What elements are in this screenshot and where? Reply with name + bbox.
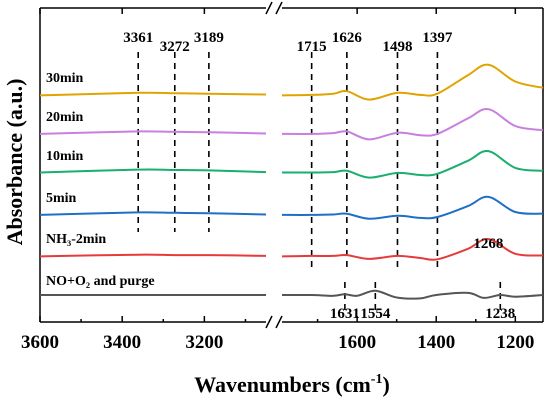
axes	[39, 1, 544, 329]
x-tick-label: 1200	[496, 332, 534, 353]
series-line-left	[39, 211, 267, 216]
peak-label-bottom: 1268	[473, 236, 503, 252]
spectra	[39, 63, 544, 300]
peak-label-bottom: 1238	[485, 306, 515, 322]
y-axis-title: Absorbance (a.u.)	[2, 79, 27, 246]
series-label: NO+O₂ and purge	[46, 274, 155, 289]
peak-label-top: 1397	[422, 30, 453, 46]
peak-label-top: 1498	[382, 39, 412, 55]
peak-label-bottom: 1631	[330, 306, 360, 322]
series-line-left	[39, 130, 267, 135]
peak-label-top: 3272	[160, 39, 190, 55]
peak-label-top: 3361	[123, 30, 153, 46]
peak-dashes	[137, 52, 502, 310]
series-label: 10min	[46, 149, 84, 164]
series-line-right	[281, 150, 544, 179]
peak-label-top: 3189	[194, 30, 224, 46]
series-label: 5min	[46, 191, 77, 206]
series-label: 20min	[46, 110, 84, 125]
axis-break-mark	[265, 1, 273, 15]
x-tick-label: 3600	[21, 332, 59, 353]
series-label: NH₃-2min	[46, 232, 106, 247]
series-line-right	[281, 195, 544, 220]
x-axis-title: Wavenumbers (cm-1)	[194, 372, 390, 397]
x-tick-label: 3200	[185, 332, 223, 353]
peak-label-top: 1626	[332, 30, 363, 46]
series-label: 30min	[46, 71, 84, 86]
series-line-right	[281, 63, 544, 101]
axis-break-mark	[265, 315, 273, 329]
x-tick-label: 3400	[103, 332, 141, 353]
peak-label-bottom: 1554	[360, 306, 391, 322]
series-line-right	[281, 289, 544, 300]
series-line-left	[39, 253, 267, 258]
x-tick-label: 1400	[417, 332, 455, 353]
series-line-right	[281, 108, 544, 141]
x-tick-label: 1600	[338, 332, 376, 353]
labels: 3600 3400 3200 1600 1400 1200 Wavenumbers (cm-…	[2, 30, 534, 397]
axis-break-mark	[275, 1, 283, 15]
series-line-left	[39, 168, 267, 174]
peak-label-top: 1715	[297, 39, 327, 55]
series-line-left	[39, 91, 267, 97]
series-line-right	[281, 238, 544, 261]
axis-break-mark	[275, 315, 283, 329]
